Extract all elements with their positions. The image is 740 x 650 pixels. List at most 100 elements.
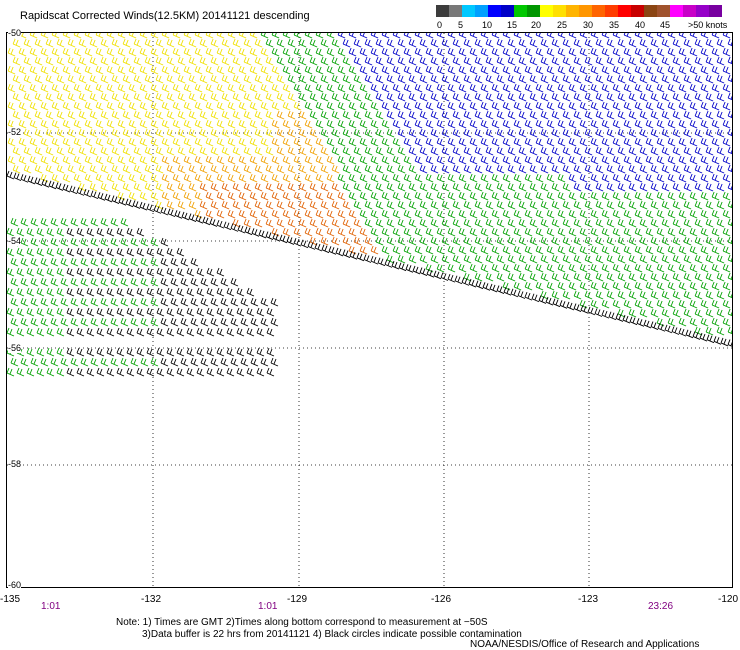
wind-barb <box>386 236 395 246</box>
wind-barb <box>45 74 54 84</box>
wind-barb <box>408 182 417 192</box>
wind-barb <box>546 47 555 57</box>
wind-barb <box>140 317 149 327</box>
wind-barb <box>524 137 533 147</box>
wind-barb <box>650 290 659 300</box>
wind-barb <box>463 218 472 228</box>
wind-barb <box>62 155 71 165</box>
wind-barb <box>727 38 732 47</box>
wind-barb <box>7 367 15 377</box>
wind-barb <box>392 245 401 255</box>
wind-barb <box>364 56 373 66</box>
wind-barb <box>524 119 533 129</box>
wind-barb <box>172 137 181 147</box>
wind-barb <box>183 173 192 183</box>
wind-barb <box>414 65 423 75</box>
wind-barb <box>80 277 89 287</box>
wind-barb <box>177 164 186 174</box>
wind-barb <box>667 227 676 237</box>
wind-barb <box>639 92 648 102</box>
wind-barb <box>441 218 450 228</box>
wind-barb <box>216 367 225 377</box>
wind-barb <box>513 47 522 57</box>
wind-barb <box>144 74 153 84</box>
wind-barb <box>23 146 32 156</box>
wind-barb <box>403 47 412 57</box>
wind-barb <box>342 110 351 120</box>
wind-barb <box>249 137 258 147</box>
wind-barb <box>590 83 599 93</box>
wind-barb <box>111 92 120 102</box>
wind-barb <box>70 277 79 287</box>
wind-barb <box>705 254 714 264</box>
wind-barb <box>694 38 703 48</box>
wind-barb <box>66 307 75 317</box>
wind-barb <box>26 287 35 297</box>
wind-barb <box>232 182 241 192</box>
wind-barb <box>110 257 119 267</box>
wind-barb <box>270 357 279 367</box>
wind-barb <box>260 119 269 129</box>
wind-barb <box>463 146 472 156</box>
wind-barb <box>320 200 329 210</box>
wind-barb <box>271 47 280 57</box>
wind-barb <box>700 65 709 75</box>
wind-barb <box>398 262 407 272</box>
wind-barb <box>392 101 401 111</box>
wind-barb <box>667 101 676 111</box>
wind-barb <box>73 155 82 165</box>
wind-barb <box>364 92 373 102</box>
wind-barb <box>573 38 582 48</box>
wind-barb <box>62 33 71 39</box>
wind-barb <box>56 227 65 237</box>
wind-barb <box>375 164 384 174</box>
wind-barb <box>727 236 732 245</box>
wind-barb <box>238 47 247 57</box>
wind-barb <box>452 146 461 156</box>
wind-barb <box>650 182 659 192</box>
wind-barb <box>502 119 511 129</box>
wind-barb <box>166 327 175 337</box>
wind-barb <box>623 245 632 255</box>
wind-barb <box>40 277 49 287</box>
wind-barb <box>287 74 296 84</box>
wind-barb <box>282 137 291 147</box>
wind-barb <box>156 367 165 377</box>
wind-barb <box>584 272 593 282</box>
wind-barb <box>238 209 247 219</box>
wind-barb <box>716 92 725 102</box>
wind-barb <box>485 74 494 84</box>
wind-barb <box>166 92 175 102</box>
wind-barb <box>441 200 450 210</box>
wind-barb <box>546 209 555 219</box>
wind-barb <box>491 47 500 57</box>
wind-barb <box>126 327 135 337</box>
wind-barb <box>161 47 170 57</box>
wind-barb <box>672 272 681 282</box>
wind-barb <box>122 128 131 138</box>
wind-barb <box>447 191 456 201</box>
wind-barb <box>590 209 599 219</box>
wind-barb <box>545 296 554 306</box>
wind-barb <box>518 272 527 282</box>
wind-barb <box>106 101 115 111</box>
wind-barb <box>95 65 104 75</box>
wind-barb <box>106 227 115 237</box>
wind-barb <box>579 227 588 237</box>
wind-barb <box>276 56 285 66</box>
wind-barb <box>34 92 43 102</box>
wind-barb <box>612 245 621 255</box>
wind-barb <box>727 146 732 155</box>
wind-barb <box>161 101 170 111</box>
wind-barb <box>176 347 185 357</box>
wind-barb <box>34 128 43 138</box>
wind-barb <box>551 74 560 84</box>
wind-barb <box>529 74 538 84</box>
wind-barb <box>356 252 365 262</box>
wind-barb <box>568 137 577 147</box>
wind-barb <box>441 146 450 156</box>
wind-barb <box>166 267 175 277</box>
wind-barb <box>67 110 76 120</box>
wind-barb <box>518 92 527 102</box>
wind-barb <box>518 146 527 156</box>
